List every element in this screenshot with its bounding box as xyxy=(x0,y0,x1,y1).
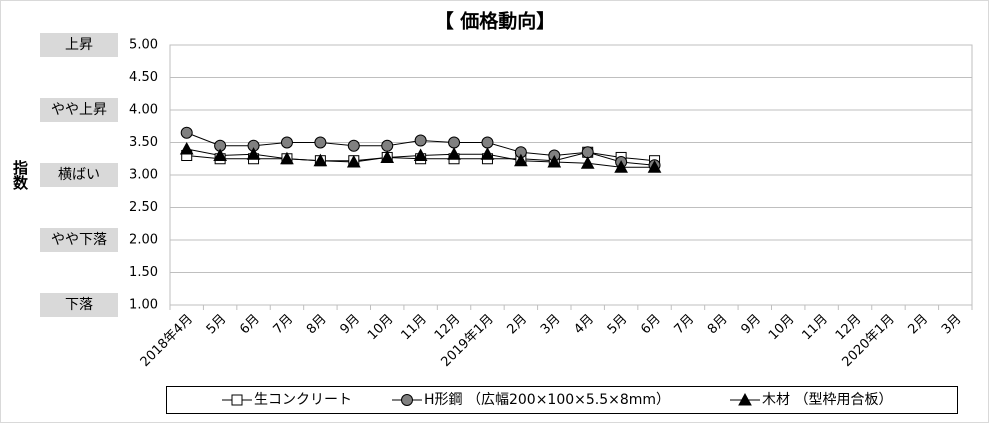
data-point xyxy=(380,150,395,163)
level-label-box xyxy=(40,163,118,187)
level-label-box xyxy=(40,228,118,252)
legend-label: 生コンクリート xyxy=(254,392,352,408)
y-tick-label: 3.00 xyxy=(129,168,158,183)
data-point xyxy=(448,136,461,149)
legend-marker xyxy=(738,392,752,406)
data-point xyxy=(447,147,461,160)
y-tick-label: 4.50 xyxy=(129,70,158,85)
y-tick-label: 2.00 xyxy=(129,233,158,248)
data-point xyxy=(280,136,293,149)
level-label: 下落 xyxy=(65,297,93,313)
data-point xyxy=(414,134,427,147)
level-label: 上昇 xyxy=(65,37,93,53)
y-tick-label: 2.50 xyxy=(129,200,158,215)
data-point xyxy=(581,146,594,159)
legend-box xyxy=(166,386,958,414)
data-point xyxy=(480,147,495,160)
legend-marker xyxy=(401,394,413,406)
y-tick-label: 4.00 xyxy=(129,103,158,118)
legend-label: 木材 （型枠用合板） xyxy=(762,392,892,408)
legend-marker xyxy=(231,394,243,406)
data-point xyxy=(580,156,595,169)
data-point xyxy=(347,139,360,152)
data-point xyxy=(213,148,227,161)
data-point xyxy=(547,154,562,168)
y-tick-label: 1.00 xyxy=(129,298,158,313)
data-point xyxy=(381,139,394,152)
y-tick-label: 5.00 xyxy=(129,38,158,53)
level-label-box xyxy=(40,98,118,122)
y-tick-label: 1.50 xyxy=(129,265,158,280)
chart-title: 【 価格動向】 xyxy=(435,10,556,33)
data-point xyxy=(614,160,628,173)
legend-label: H形鋼 （広幅200×100×5.5×8mm） xyxy=(424,392,670,408)
level-label-box xyxy=(40,293,118,317)
data-point xyxy=(280,151,294,165)
data-point xyxy=(647,160,662,173)
data-point xyxy=(314,136,327,149)
level-label: 横ばい xyxy=(58,167,100,183)
level-label: やや下落 xyxy=(51,232,107,248)
data-point xyxy=(346,154,361,168)
y-axis-title: 指数 xyxy=(11,159,29,191)
data-point xyxy=(481,136,494,149)
data-point xyxy=(179,141,194,155)
data-point xyxy=(313,153,328,167)
data-point xyxy=(514,153,528,167)
data-point xyxy=(246,147,261,160)
y-tick-label: 3.50 xyxy=(129,135,158,150)
data-point xyxy=(180,126,193,139)
level-label: やや上昇 xyxy=(51,102,107,118)
level-label-box xyxy=(40,33,118,57)
data-point xyxy=(413,148,428,161)
